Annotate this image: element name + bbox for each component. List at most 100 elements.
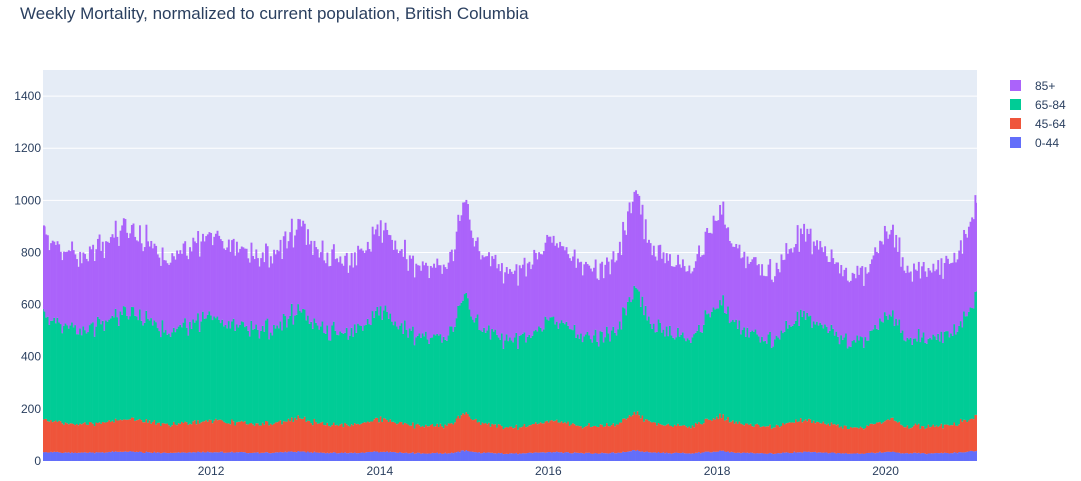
bar-segment-0-44 (174, 452, 177, 461)
bar-segment-0-44 (845, 453, 848, 461)
bar-segment-0-44 (206, 451, 209, 461)
bar-segment-65-84 (864, 337, 867, 429)
bar-segment-65-84 (211, 320, 214, 424)
bar-segment-45-64 (197, 420, 200, 452)
bar-segment-0-44 (273, 452, 276, 461)
bar-segment-65-84 (143, 322, 146, 423)
bar-segment-85plus (69, 251, 72, 326)
bar-segment-0-44 (323, 452, 326, 461)
bar-segment-85plus (502, 283, 505, 349)
bar-segment-85plus (153, 243, 156, 321)
bar-segment-0-44 (211, 452, 214, 461)
bar-segment-65-84 (226, 328, 229, 424)
bar-segment-45-64 (656, 425, 659, 453)
bar-segment-85plus (509, 269, 511, 338)
bar-segment-0-44 (824, 452, 827, 461)
bar-segment-85plus (513, 270, 516, 338)
bar-segment-65-84 (770, 347, 773, 429)
bar-segment-45-64 (801, 422, 804, 453)
bar-segment-45-64 (559, 422, 562, 453)
legend-label-85plus: 85+ (1035, 78, 1056, 93)
bar-segment-45-64 (455, 418, 458, 453)
bar-segment-85plus (208, 232, 211, 312)
legend-item-65-84[interactable]: 65-84 (1010, 95, 1066, 114)
bar-segment-65-84 (287, 318, 290, 419)
legend-item-45-64[interactable]: 45-64 (1010, 114, 1066, 133)
legend-item-0-44[interactable]: 0-44 (1010, 133, 1066, 152)
bar-segment-85plus (347, 272, 350, 340)
bar-segment-45-64 (235, 422, 238, 453)
bar-segment-0-44 (71, 452, 74, 461)
bar-segment-45-64 (428, 426, 431, 454)
bar-segment-0-44 (672, 453, 675, 461)
bar-segment-65-84 (360, 326, 363, 424)
bar-segment-65-84 (887, 319, 890, 420)
bar-segment-45-64 (135, 420, 138, 452)
bar-segment-45-64 (892, 417, 894, 452)
bar-segment-85plus (213, 236, 216, 317)
bar-segment-65-84 (255, 324, 258, 424)
bar-segment-45-64 (193, 420, 196, 453)
bar-segment-45-64 (615, 424, 618, 454)
bar-segment-45-64 (832, 424, 835, 453)
bar-segment-85plus (757, 264, 760, 337)
bar-segment-0-44 (728, 452, 731, 461)
bar-segment-0-44 (298, 451, 301, 461)
bar-segment-85plus (405, 259, 408, 330)
bar-segment-85plus (557, 247, 560, 329)
bar-segment-0-44 (563, 452, 566, 461)
bar-segment-0-44 (811, 452, 814, 461)
bar-segment-65-84 (814, 324, 817, 424)
bar-segment-65-84 (804, 319, 807, 420)
bar-segment-65-84 (746, 327, 749, 424)
bar-segment-85plus (814, 245, 817, 325)
bar-segment-65-84 (471, 319, 474, 421)
bar-segment-45-64 (934, 426, 936, 454)
bar-segment-65-84 (859, 336, 862, 427)
y-tick-label: 400 (21, 350, 41, 364)
bar-segment-0-44 (859, 453, 862, 461)
bar-segment-45-64 (402, 424, 405, 454)
legend-item-85plus[interactable]: 85+ (1010, 76, 1066, 95)
bar-segment-45-64 (277, 421, 280, 453)
bar-segment-45-64 (425, 424, 427, 454)
bar-segment-85plus (597, 280, 600, 347)
bar-segment-0-44 (584, 452, 587, 461)
bar-segment-45-64 (538, 423, 541, 453)
bar-segment-85plus (723, 224, 726, 313)
bar-segment-45-64 (481, 422, 484, 454)
bar-segment-65-84 (948, 337, 951, 426)
bar-segment-65-84 (268, 339, 271, 426)
bar-segment-65-84 (536, 331, 539, 425)
bar-segment-85plus (751, 259, 754, 331)
bar-segment-0-44 (265, 452, 267, 461)
bar-segment-85plus (777, 269, 780, 338)
bar-segment-65-84 (231, 321, 234, 420)
bar-segment-85plus (660, 258, 663, 333)
bar-segment-45-64 (142, 422, 145, 453)
bar-segment-0-44 (221, 451, 224, 461)
bar-segment-65-84 (549, 317, 552, 421)
bar-segment-85plus (496, 268, 499, 335)
bar-segment-45-64 (651, 422, 654, 453)
bar-segment-85plus (231, 240, 234, 322)
bar-segment-85plus (614, 262, 616, 333)
bar-segment-85plus (651, 255, 654, 329)
bar-segment-0-44 (680, 453, 683, 461)
bar-segment-45-64 (835, 425, 838, 454)
bar-segment-45-64 (172, 421, 175, 453)
x-tick-label: 2014 (366, 464, 393, 478)
bar-segment-65-84 (473, 322, 476, 420)
bar-segment-0-44 (465, 450, 468, 461)
bar-segment-65-84 (129, 316, 132, 420)
bar-segment-0-44 (599, 453, 602, 461)
bar-segment-45-64 (546, 420, 549, 453)
bar-segment-0-44 (373, 451, 376, 461)
bar-segment-45-64 (51, 422, 54, 453)
bar-segment-65-84 (370, 325, 372, 422)
bar-segment-0-44 (738, 452, 741, 461)
bar-segment-65-84 (861, 337, 864, 428)
bar-segment-65-84 (869, 330, 872, 424)
bar-segment-85plus (224, 249, 227, 325)
bar-segment-45-64 (541, 423, 544, 453)
